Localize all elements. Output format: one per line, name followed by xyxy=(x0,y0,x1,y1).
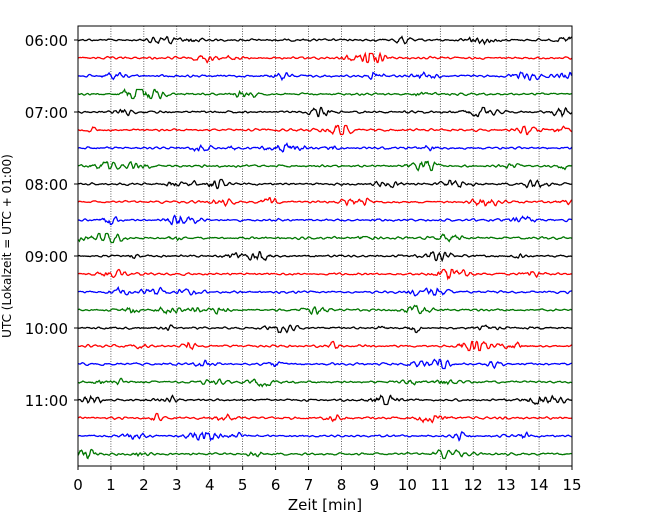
grid-lines xyxy=(110,26,540,466)
plot-border xyxy=(77,25,573,467)
x-axis: 0 1 2 3 4 5 6 7 8 9 10 11 12 13 14 15 xyxy=(73,466,582,494)
x-tick-label-1: 1 xyxy=(106,476,116,494)
x-tick-label-9: 9 xyxy=(370,476,380,494)
y-tick-label: 11:00 xyxy=(25,392,68,410)
trace-06:15 xyxy=(77,51,573,64)
x-tick-label-5: 5 xyxy=(238,476,248,494)
trace-11:45 xyxy=(77,448,573,460)
x-tick-label-12: 12 xyxy=(464,476,483,494)
x-tick-label-6: 6 xyxy=(271,476,281,494)
x-tick-label-8: 8 xyxy=(337,476,347,494)
trace-07:15 xyxy=(77,124,573,136)
x-tick-label-0: 0 xyxy=(73,476,83,494)
x-axis-label: Zeit [min] xyxy=(288,496,362,514)
trace-06:45 xyxy=(77,88,573,100)
y-tick-label: 08:00 xyxy=(25,176,68,194)
y-tick-label: 10:00 xyxy=(25,320,68,338)
trace-10:30 xyxy=(77,358,573,370)
y-tick-label: 07:00 xyxy=(25,104,68,122)
y-axis: 06:00 07:00 08:00 09:00 10:00 11:00 xyxy=(25,32,78,410)
trace-09:45 xyxy=(77,304,573,316)
trace-07:00 xyxy=(77,106,573,118)
trace-11:30 xyxy=(77,430,573,442)
x-tick-label-15: 15 xyxy=(562,476,581,494)
x-tick-label-4: 4 xyxy=(205,476,215,494)
x-tick-label-10: 10 xyxy=(398,476,417,494)
trace-09:15 xyxy=(77,268,573,281)
trace-10:15 xyxy=(77,340,573,352)
trace-09:30 xyxy=(77,286,573,297)
trace-09:00 xyxy=(77,250,573,263)
trace-08:00 xyxy=(77,178,573,190)
x-tick-label-13: 13 xyxy=(497,476,516,494)
x-tick-label-3: 3 xyxy=(172,476,182,494)
trace-08:30 xyxy=(77,214,573,226)
trace-07:30 xyxy=(77,142,573,153)
y-axis-label: UTC (Lokalzeit = UTC + 01:00) xyxy=(0,154,14,338)
x-tick-label-14: 14 xyxy=(530,476,549,494)
traces xyxy=(77,35,573,460)
plot-area xyxy=(78,26,572,466)
trace-11:00 xyxy=(77,394,573,406)
trace-11:15 xyxy=(77,412,573,424)
trace-10:00 xyxy=(77,324,573,334)
y-tick-label: 06:00 xyxy=(25,32,68,50)
y-tick-label: 09:00 xyxy=(25,248,68,266)
x-tick-label-11: 11 xyxy=(431,476,450,494)
trace-10:45 xyxy=(77,377,573,388)
trace-07:45 xyxy=(77,160,573,172)
x-tick-label-2: 2 xyxy=(139,476,149,494)
trace-08:15 xyxy=(77,196,573,208)
trace-06:30 xyxy=(77,71,573,82)
trace-08:45 xyxy=(77,232,573,244)
x-tick-label-7: 7 xyxy=(304,476,314,494)
trace-06:00 xyxy=(77,35,573,46)
